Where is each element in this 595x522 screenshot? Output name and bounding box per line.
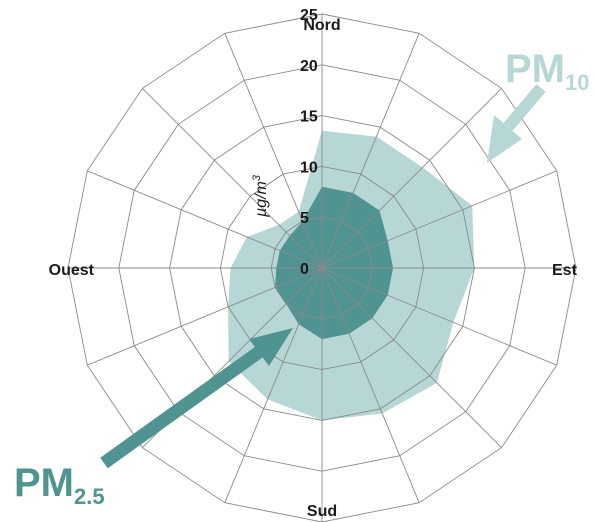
pm10-arrow: [487, 84, 546, 163]
grid-spoke: [321, 33, 420, 269]
grid-spoke: [321, 267, 557, 366]
grid-spoke: [87, 170, 323, 269]
radial-tick-10: 10: [300, 159, 318, 176]
grid-spoke: [142, 88, 323, 269]
direction-west-label: Ouest: [49, 262, 95, 279]
pm25-label-sub: 2.5: [74, 484, 105, 509]
direction-north-label: Nord: [303, 17, 340, 34]
pm10-label-main: PM: [505, 47, 565, 91]
grid-spoke: [321, 267, 420, 503]
radial-tick-0: 0: [300, 261, 309, 278]
direction-south-label: Sud: [307, 503, 337, 520]
grid-spoke: [224, 267, 323, 503]
pm10-label: PM10: [505, 47, 589, 95]
unit-base: µg/m: [253, 181, 270, 218]
radial-tick-20: 20: [300, 58, 318, 75]
unit-label: µg/m3: [251, 174, 270, 218]
radial-tick-25: 25: [300, 7, 318, 24]
pm25-arrow: [100, 328, 293, 469]
series-areas: [228, 130, 475, 421]
pm25-label: PM2.5: [14, 461, 105, 509]
unit-superscript: 3: [251, 174, 263, 181]
grid-ring: [67, 13, 577, 522]
grid-spoke: [321, 88, 502, 269]
grid-spoke: [321, 267, 502, 448]
grid-spoke: [321, 170, 557, 269]
grid-spoke: [224, 33, 323, 269]
radial-tick-5: 5: [300, 210, 309, 227]
pm25-label-main: PM: [14, 461, 74, 505]
radial-tick-labels: 0 5 10 15 20 25: [300, 7, 318, 278]
pm10-label-sub: 10: [565, 70, 589, 95]
radar-grid: [67, 13, 577, 522]
grid-spoke: [87, 267, 323, 366]
direction-east-label: Est: [552, 262, 578, 279]
radial-tick-15: 15: [300, 109, 318, 126]
